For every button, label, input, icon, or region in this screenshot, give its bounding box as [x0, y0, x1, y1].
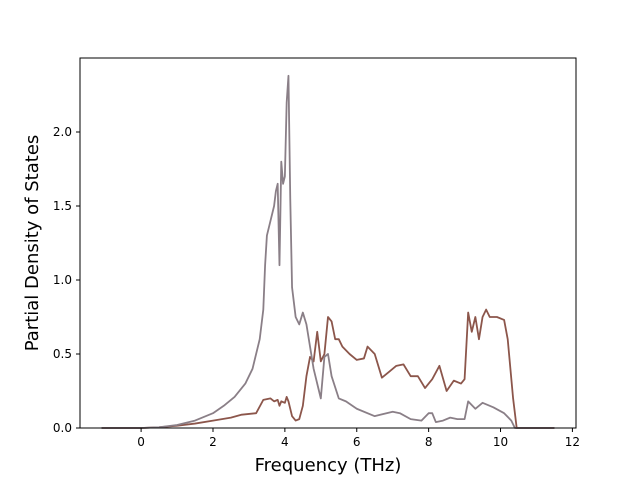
- y-tick-label: 1.0: [53, 273, 72, 287]
- y-tick-label: 0.5: [53, 347, 72, 361]
- series-layer: [101, 74, 555, 429]
- x-tick-label: 4: [281, 435, 289, 449]
- y-tick-label: 0.0: [53, 421, 72, 435]
- x-axis-ticks: 0 2 4 6 8 10 12: [137, 428, 580, 449]
- y-tick-label: 2.0: [53, 125, 72, 139]
- x-axis-label: Frequency (THz): [255, 455, 402, 476]
- x-tick-label: 6: [353, 435, 361, 449]
- axes-frame: [79, 57, 577, 429]
- x-tick-label: 0: [137, 435, 145, 449]
- plot-area: [79, 57, 577, 429]
- series-line-2: [101, 74, 555, 429]
- x-tick-label: 10: [493, 435, 508, 449]
- y-axis-label: Partial Density of States: [22, 135, 43, 352]
- y-axis-ticks: 0.0 0.5 1.0 1.5 2.0: [53, 125, 80, 435]
- x-tick-label: 2: [209, 435, 217, 449]
- series-line-1: [101, 308, 555, 429]
- x-tick-label: 8: [425, 435, 433, 449]
- x-tick-label: 12: [565, 435, 580, 449]
- y-tick-label: 1.5: [53, 199, 72, 213]
